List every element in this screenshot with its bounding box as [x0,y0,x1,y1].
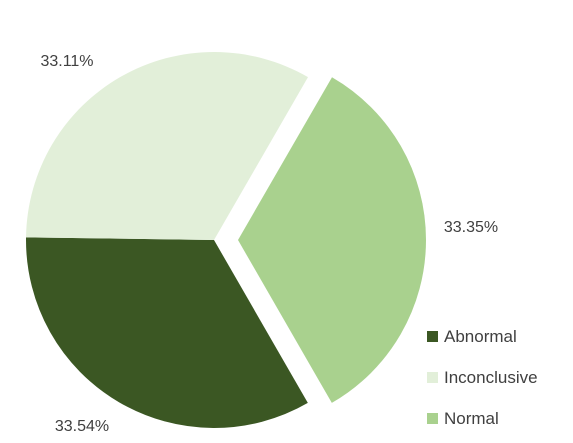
data-label-abnormal: 33.54% [55,418,109,435]
pie-slices [26,52,426,429]
pie-slice-inconclusive [26,52,309,240]
legend-swatch [427,413,438,424]
legend-swatch [427,372,438,383]
legend-label: Inconclusive [444,367,538,387]
pie-slice-abnormal [26,237,308,429]
legend-swatch [427,331,438,342]
data-label-inconclusive: 33.11% [40,53,93,70]
legend-item-normal: Normal [427,398,538,439]
pie-slice-normal [238,77,426,403]
legend-item-abnormal: Abnormal [427,316,538,357]
legend-label: Abnormal [444,326,517,346]
pie-labels: 33.35% 33.54% 33.11% [40,53,498,435]
legend-item-inconclusive: Inconclusive [427,357,538,398]
legend-label: Normal [444,408,499,428]
data-label-normal: 33.35% [444,219,498,236]
legend: Abnormal Inconclusive Normal [427,316,538,439]
